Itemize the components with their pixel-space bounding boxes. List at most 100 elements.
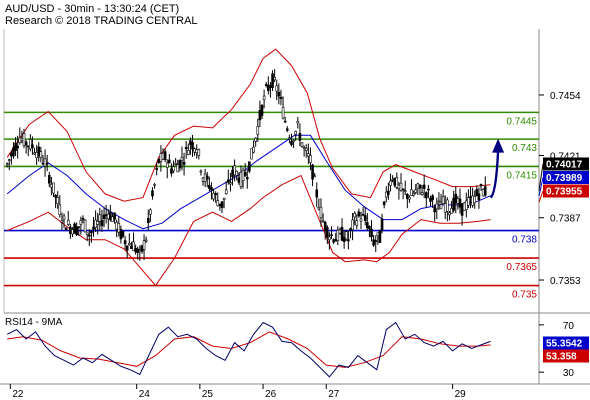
candle-body — [359, 218, 363, 222]
candle-body — [216, 200, 220, 207]
candle-body — [370, 228, 373, 238]
candle-body — [410, 189, 413, 196]
candle-body — [165, 162, 169, 168]
rsi-badge-label-0: 55.3542 — [546, 339, 583, 350]
candle-body — [437, 200, 441, 203]
level-label-2: 0.7415 — [506, 170, 537, 181]
candle-body — [277, 91, 281, 97]
candle-body — [237, 177, 241, 183]
candle-body — [18, 137, 22, 143]
time-tick-label-2: 25 — [202, 389, 214, 400]
candle-body — [431, 195, 434, 200]
candle-body — [473, 196, 477, 204]
candle-body — [260, 105, 264, 116]
candle-body — [313, 175, 316, 178]
candle-body — [300, 142, 304, 147]
candle-body — [311, 164, 314, 180]
candle-body — [355, 220, 359, 226]
forecast-arrow — [489, 138, 505, 199]
bollinger-bands — [6, 48, 491, 287]
candle-body — [427, 188, 430, 191]
candle-body — [250, 148, 253, 160]
candle-body — [332, 239, 335, 243]
time-tick-label-1: 24 — [139, 389, 151, 400]
candle-body — [366, 221, 369, 229]
candle-body — [256, 126, 260, 135]
candle-body — [406, 193, 409, 199]
candle-body — [446, 199, 449, 212]
candle-body — [325, 227, 329, 238]
candle-body — [283, 120, 287, 123]
candle-body — [439, 204, 443, 210]
last-price-badge-0 — [543, 157, 589, 171]
candle-body — [416, 183, 420, 189]
candle-body — [374, 240, 378, 242]
candle-body — [412, 192, 415, 196]
candle-body — [75, 226, 78, 236]
price-tick-label-1: 0.7421 — [550, 151, 581, 162]
candle-body — [288, 137, 291, 140]
candle-body — [125, 245, 129, 251]
candle-body — [134, 248, 137, 253]
candle-body — [450, 208, 453, 214]
candle-body — [113, 212, 116, 220]
candle-body — [397, 184, 401, 190]
time-tick-label-4: 27 — [328, 389, 340, 400]
moving-average — [6, 134, 491, 230]
candle-body — [159, 153, 163, 162]
candle-body — [290, 140, 293, 146]
candle-body — [296, 120, 300, 124]
candle-body — [161, 152, 165, 160]
candle-body — [353, 212, 356, 218]
rsi-panel-label: RSI14 - 9MA — [5, 317, 63, 328]
last-price-label-1: 0.73989 — [546, 173, 583, 184]
candle-body — [338, 229, 342, 234]
candle-body — [157, 159, 161, 163]
candle-body — [281, 106, 285, 119]
candle-body — [372, 239, 375, 246]
candle-body — [5, 163, 9, 166]
candle-body — [241, 169, 245, 181]
candle-body — [180, 156, 184, 161]
candle-body — [245, 176, 249, 180]
price-tick-label-3: 0.7353 — [550, 276, 581, 287]
candle-body — [399, 182, 403, 191]
candle-body — [422, 184, 426, 189]
candle-body — [210, 187, 213, 191]
forecast-arrow-shaft — [489, 150, 500, 199]
time-tick-label-0: 22 — [12, 389, 24, 400]
candle-body — [292, 139, 295, 142]
candle-body — [117, 223, 121, 233]
candle-body — [24, 141, 28, 146]
candle-body — [186, 149, 190, 155]
last-price-badges: 0.74017 0.73989 0.73955 — [538, 157, 589, 203]
candle-body — [111, 216, 114, 222]
candle-body — [378, 230, 382, 243]
candle-body — [262, 95, 266, 101]
candle-body — [132, 241, 135, 251]
time-axis: 22 24 25 26 27 29 — [9, 384, 466, 400]
candle-body — [90, 231, 93, 234]
candle-body — [142, 240, 146, 250]
candle-body — [224, 189, 228, 195]
candle-body — [389, 180, 392, 186]
candle-body — [191, 142, 194, 150]
candle-body — [298, 133, 302, 141]
candle-body — [456, 198, 460, 204]
candle-body — [471, 195, 474, 206]
candle-body — [304, 147, 308, 151]
candle-body — [429, 197, 432, 202]
candle-body — [153, 184, 156, 186]
candle-body — [130, 245, 133, 249]
candle-body — [414, 189, 418, 193]
price-tick-label-2: 0.7387 — [550, 214, 581, 225]
forecast-arrow-head — [492, 138, 505, 153]
candle-body — [435, 203, 439, 210]
candle-body — [351, 219, 354, 230]
candle-body — [172, 166, 175, 172]
candle-body — [37, 146, 41, 157]
candle-body — [193, 148, 196, 153]
last-price-label-0: 0.74017 — [546, 160, 583, 171]
